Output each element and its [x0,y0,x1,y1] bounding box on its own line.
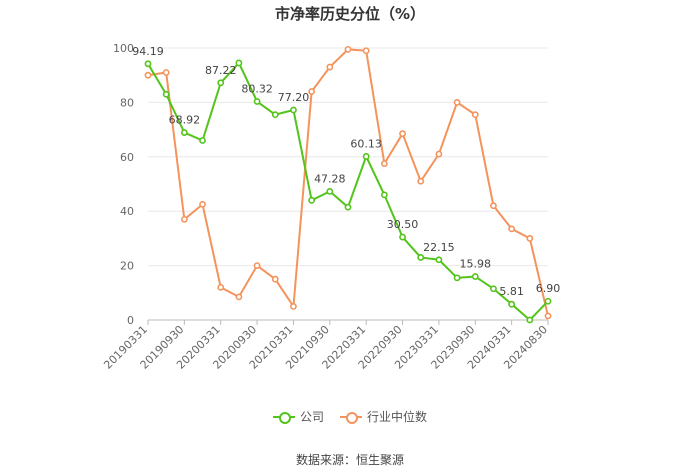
y-tick-label: 40 [120,205,134,218]
data-point-company [380,191,388,199]
legend-symbol-industry-median [340,411,362,424]
data-point-company [308,196,316,204]
data-point-company [362,153,370,160]
data-label-company: 30.50 [387,218,419,231]
legend-item-company[interactable]: 公司 [272,408,324,425]
data-point-industry-median [308,88,316,95]
data-point-industry-median [453,99,461,106]
data-source-note: 数据来源：恒生聚源 [295,453,404,467]
data-label-company: 22.15 [423,241,455,254]
y-tick-label: 60 [120,151,134,164]
series-line-company [147,61,549,321]
data-point-industry-median [253,262,261,269]
data-point-company [508,300,516,308]
data-point-company [344,203,352,211]
data-label-company: 15.98 [460,258,492,271]
data-point-industry-median [435,150,443,158]
data-point-company [399,233,406,241]
data-label-company: 77.20 [278,91,310,104]
data-label-company: 60.13 [350,137,382,150]
data-point-industry-median [490,202,497,210]
data-label-company: 80.32 [241,83,273,96]
data-point-industry-median [399,130,406,138]
data-label-company: 94.19 [132,45,164,58]
data-point-industry-median [362,47,370,55]
data-point-company [162,90,170,98]
data-point-industry-median [344,45,352,53]
y-tick-label: 100 [113,42,134,55]
data-point-company [144,60,152,68]
series-line-industry-median [147,48,549,317]
y-tick-label: 0 [127,314,134,327]
data-point-company [471,273,479,280]
data-point-industry-median [471,111,479,119]
data-point-industry-median [417,177,425,185]
data-point-industry-median [290,302,297,310]
legend-label-industry-median: 行业中位数 [367,410,428,424]
data-point-company [199,137,206,144]
data-point-industry-median [180,215,188,223]
data-point-industry-median [144,71,152,79]
data-point-industry-median [380,160,388,167]
data-point-company [253,98,261,105]
data-point-industry-median [271,275,279,283]
data-point-company [326,187,334,195]
y-tick-label: 20 [120,260,134,273]
data-label-company: 87.22 [205,64,237,77]
data-point-company [435,256,443,264]
data-point-company [526,316,534,324]
legend-dot-company [278,411,291,424]
data-point-industry-median [199,200,206,208]
data-point-industry-median [526,234,534,242]
legend-label-company: 公司 [299,410,324,424]
data-point-company [453,274,461,282]
data-point-company [490,285,497,293]
data-label-company: 6.90 [536,282,561,295]
legend-dot-industry-median [346,411,358,424]
data-point-company [217,79,225,87]
data-point-company [417,254,425,261]
y-tick-label: 80 [120,96,134,109]
data-point-industry-median [544,312,552,320]
data-point-company [235,59,243,67]
data-label-company: 5.81 [499,285,524,298]
data-point-industry-median [217,283,225,291]
data-point-industry-median [508,225,516,233]
data-label-company: 47.28 [314,172,346,185]
data-point-industry-median [235,293,243,301]
data-point-company [271,111,279,119]
data-point-industry-median [162,69,170,76]
data-label-company: 68.92 [169,114,201,127]
legend-symbol-company [272,411,295,424]
data-point-company [290,106,297,114]
legend-item-industry-median[interactable]: 行业中位数 [340,408,427,425]
chart-title: 市净率历史分位（%） [274,5,426,23]
data-point-industry-median [326,63,334,71]
chart-legend: 公司 行业中位数 [0,408,700,425]
data-point-company [180,129,188,136]
data-point-company [544,297,552,305]
